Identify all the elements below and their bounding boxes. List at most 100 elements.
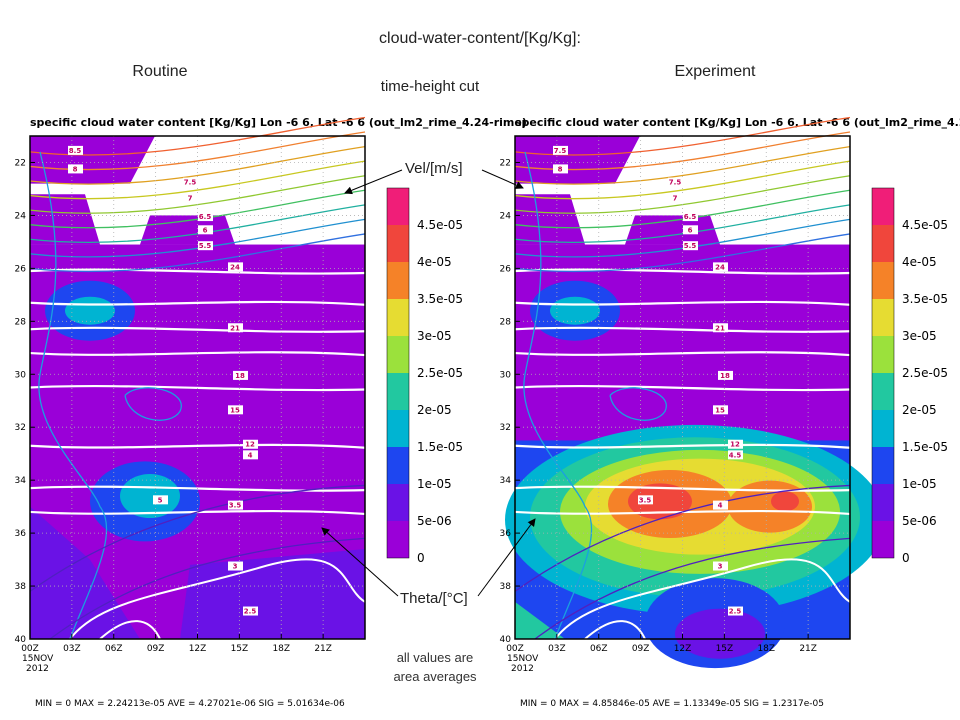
contour-label-bg [228, 262, 243, 272]
theta-contour [29, 485, 366, 492]
y-tick-label: 30 [15, 370, 27, 380]
colorbar-label: 3.5e-05 [417, 292, 463, 306]
contour-label-bg [728, 439, 743, 449]
colorbar-segment [387, 188, 409, 225]
contour-label: 8 [73, 165, 78, 173]
y-tick-label: 32 [15, 423, 26, 433]
contour-label-bg [713, 561, 728, 571]
field-blob [515, 194, 585, 245]
contour-label-bg [683, 225, 698, 235]
y-tick-label: 28 [15, 317, 27, 327]
y-tick-label: 26 [15, 264, 27, 274]
field-band [675, 608, 765, 659]
vel-contour [38, 151, 108, 640]
contour-label-bg [183, 193, 198, 203]
vel-contour [523, 151, 593, 640]
theta-contour [514, 509, 851, 516]
panel-experiment: specific cloud water content [Kg/Kg] Lon… [500, 116, 960, 709]
field-blob [30, 194, 100, 245]
vel-contour [534, 537, 851, 640]
y-tick-label: 40 [15, 635, 27, 645]
x-tick-label: 09Z [632, 644, 650, 654]
theta-contour [29, 509, 366, 516]
contour-label-bg [243, 439, 258, 449]
contour-label-bg [713, 500, 728, 510]
theta-contour [514, 268, 851, 275]
y-tick-label: 30 [500, 370, 512, 380]
y-tick-label: 40 [500, 635, 512, 645]
colorbar-frame [386, 187, 410, 559]
colorbar-segment [872, 521, 894, 558]
colorbar-segment [387, 410, 409, 447]
y-tick-label: 28 [500, 317, 512, 327]
routine-label: Routine [132, 63, 188, 80]
vel-contour [514, 175, 851, 214]
contour-label: 5.5 [199, 242, 212, 250]
field-blob [625, 215, 720, 245]
panel-title: specific cloud water content [Kg/Kg] Lon… [515, 116, 960, 129]
field-band [628, 483, 692, 520]
colorbar-label: 3e-05 [417, 329, 452, 343]
colorbar-segment [387, 299, 409, 336]
note-line-1: all values are [396, 650, 474, 665]
theta-contour [514, 326, 851, 333]
theta-contour [29, 326, 366, 333]
contour-label: 4 [718, 502, 723, 510]
contour-label-bg [198, 225, 213, 235]
contour-label: 15 [230, 406, 240, 414]
contour-label: 5.5 [684, 242, 697, 250]
vel-contour [49, 537, 366, 640]
x-tick-label: 15Z [716, 644, 734, 654]
colorbar-label: 4.5e-05 [902, 218, 948, 232]
field-patch [30, 506, 140, 639]
field-blob [140, 215, 235, 245]
vel-annotation: Vel/[m/s] [405, 160, 463, 177]
field-blob [30, 136, 155, 184]
contour-label-bg [198, 241, 213, 251]
contour-label: 12 [245, 441, 255, 449]
vel-arrow-right [481, 169, 524, 189]
colorbar-label: 4e-05 [902, 255, 937, 269]
colorbar-label: 1.5e-05 [902, 440, 948, 454]
theta-contour [514, 485, 851, 492]
contour-label: 6.5 [684, 213, 697, 221]
contour-label-bg [243, 450, 258, 460]
x-tick-label: 06Z [590, 644, 608, 654]
theta-annotation: Theta/[°C] [400, 590, 468, 607]
colorbar-segment [872, 336, 894, 373]
field-band [771, 491, 799, 512]
contour-label-bg [553, 145, 568, 155]
colorbar-segment [387, 336, 409, 373]
theta-contour [29, 351, 366, 357]
contour-label-bg [728, 450, 743, 460]
field-patch [180, 548, 365, 639]
x-tick-label: 12Z [189, 644, 207, 654]
colorbar-segment [387, 484, 409, 521]
x-date-label: 15NOV [507, 654, 539, 664]
experiment-label: Experiment [674, 63, 756, 80]
contour-label-bg [728, 606, 743, 616]
vel-arrow-left [344, 169, 403, 195]
x-tick-label: 03Z [548, 644, 566, 654]
contour-label: 7 [673, 195, 678, 203]
colorbar-frame [871, 187, 895, 559]
theta-contour [29, 443, 366, 449]
field-patch [550, 296, 600, 325]
stats-line: MIN = 0 MAX = 4.85846e-05 AVE = 1.13349e… [520, 699, 824, 709]
colorbar-label: 5e-06 [902, 514, 937, 528]
contour-label: 2.5 [729, 608, 742, 616]
y-tick-label: 24 [15, 211, 27, 221]
contour-label: 7 [188, 195, 193, 203]
y-tick-label: 34 [15, 476, 27, 486]
colorbar-segment [387, 262, 409, 299]
contour-label-bg [228, 405, 243, 415]
colorbar-label: 2e-05 [417, 403, 452, 417]
colorbar-segment [872, 188, 894, 225]
colorbar-segment [872, 410, 894, 447]
colorbar-label: 3e-05 [902, 329, 937, 343]
theta-arrow-left [321, 527, 399, 597]
contour-label-bg [553, 164, 568, 174]
contour-label-bg [228, 500, 243, 510]
panel-title: specific cloud water content [Kg/Kg] Lon… [30, 116, 527, 129]
contour-label: 18 [720, 372, 730, 380]
